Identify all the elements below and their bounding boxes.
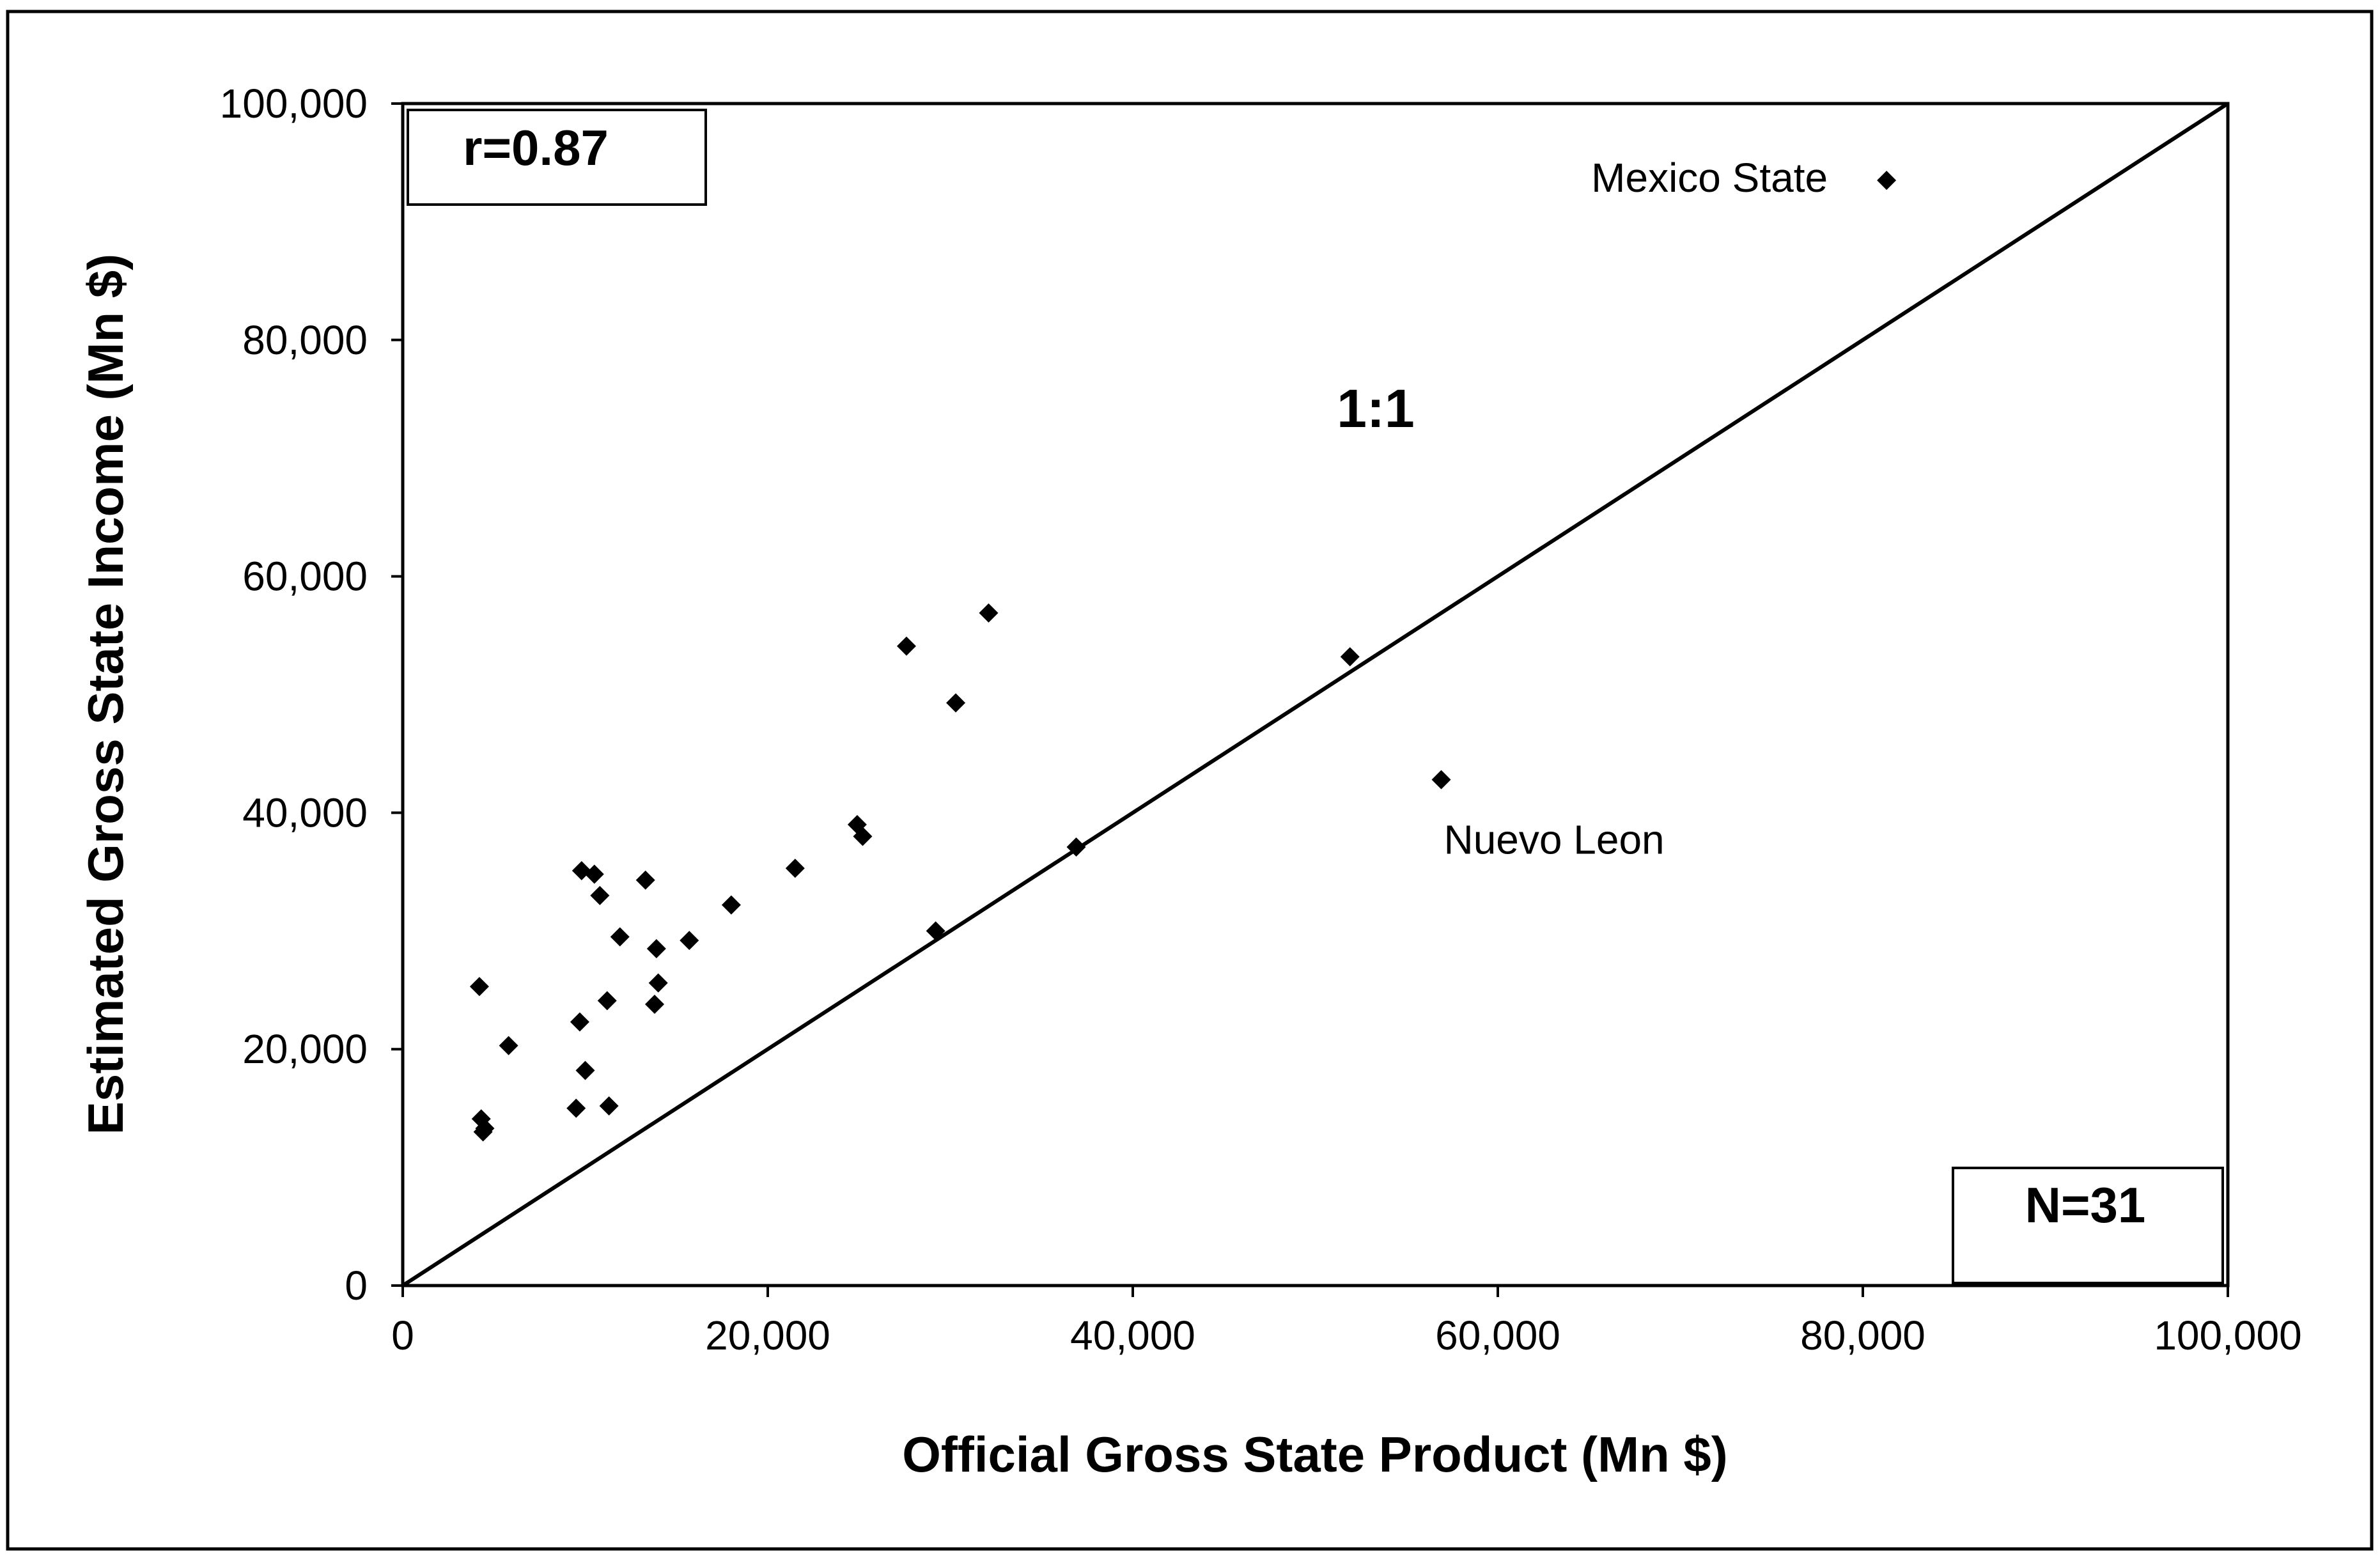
- x-axis: 0 20,000 40,000 60,000 80,000 100,000: [391, 1286, 2302, 1358]
- one-to-one-label: 1:1: [1337, 378, 1414, 439]
- r-label: r=0.87: [463, 120, 609, 176]
- one-to-one-line-group: [401, 102, 2229, 1287]
- data-point: [597, 991, 617, 1011]
- data-point: [721, 895, 741, 915]
- data-point: [785, 859, 805, 878]
- data-point: [570, 1012, 589, 1032]
- y-tick-label: 60,000: [242, 554, 368, 600]
- x-axis-title: Official Gross State Product (Mn $): [902, 1426, 1728, 1482]
- point-annotation: Nuevo Leon: [1443, 817, 1664, 863]
- data-point: [584, 864, 604, 884]
- data-point: [590, 885, 610, 905]
- data-point: [680, 931, 699, 951]
- data-point: [610, 927, 630, 947]
- data-point: [644, 994, 664, 1014]
- n-box: [1952, 1167, 2224, 1284]
- x-tick-label: 20,000: [705, 1312, 830, 1358]
- data-point: [946, 693, 966, 713]
- data-point: [896, 636, 916, 656]
- x-tick-label: 40,000: [1070, 1312, 1195, 1358]
- outer-frame: [6, 10, 2374, 1551]
- data-point: [499, 1036, 518, 1055]
- data-point: [575, 1061, 595, 1080]
- data-point: [635, 870, 655, 890]
- x-tick-label: 60,000: [1435, 1312, 1560, 1358]
- one-to-one-line: [401, 102, 2229, 1287]
- data-point: [1877, 171, 1897, 191]
- y-tick-label: 80,000: [242, 317, 368, 363]
- x-tick-label: 80,000: [1800, 1312, 1925, 1358]
- x-tick-label: 100,000: [2154, 1312, 2301, 1358]
- data-point: [566, 1098, 586, 1118]
- data-point: [599, 1096, 619, 1116]
- data-point: [469, 977, 489, 997]
- y-tick-label: 20,000: [242, 1026, 368, 1072]
- data-point: [1066, 837, 1086, 857]
- x-tick-label: 0: [391, 1312, 414, 1358]
- data-points: [469, 171, 1897, 1142]
- r-box: [407, 109, 707, 206]
- y-tick-label: 100,000: [220, 81, 368, 127]
- y-tick-label: 0: [345, 1263, 368, 1309]
- annotations: Mexico State Nuevo Leon: [1443, 155, 1828, 862]
- y-axis: 0 20,000 40,000 60,000 80,000 100,000: [220, 81, 403, 1309]
- data-point: [926, 921, 945, 941]
- data-point: [853, 827, 873, 846]
- n-label: N=31: [2025, 1177, 2146, 1233]
- data-point: [979, 603, 999, 623]
- data-point: [475, 1119, 495, 1139]
- y-tick-label: 40,000: [242, 789, 368, 836]
- data-point: [646, 939, 666, 959]
- data-point: [648, 973, 668, 993]
- point-annotation: Mexico State: [1591, 155, 1828, 201]
- data-point: [1340, 647, 1360, 667]
- y-axis-title: Estimated Gross State Income (Mn $): [77, 254, 134, 1135]
- data-point: [1431, 770, 1451, 789]
